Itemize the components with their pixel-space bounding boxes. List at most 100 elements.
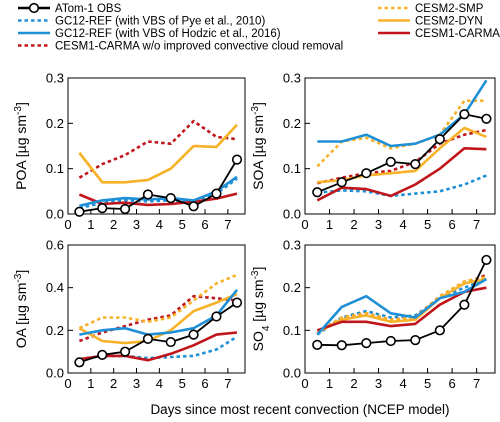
x-tick-label-oa: 6 xyxy=(201,376,208,391)
legend-label-carma_wo: CESM1-CARMA w/o improved convective clou… xyxy=(55,41,343,53)
x-tick-label-poa: 3 xyxy=(133,217,140,232)
data-point-obs-oa xyxy=(97,349,108,360)
data-point-obs-oa xyxy=(119,346,131,357)
panel-frame-poa xyxy=(67,77,246,215)
legend-label-obs: ATom-1 OBS xyxy=(55,3,122,15)
x-tick-label-oa: 0 xyxy=(64,376,71,391)
data-point-obs-poa xyxy=(97,203,108,214)
y-tick-label-soa: 0.3 xyxy=(283,71,301,86)
y-axis-label-so4: SO4 [µg sm-3] xyxy=(250,267,272,352)
series-line-cesm2_smp-so4 xyxy=(316,275,487,334)
x-tick-label-so4: 1 xyxy=(326,376,333,391)
data-point-obs-poa xyxy=(211,188,222,199)
legend-entry-gc_hodzic: GC12-REF (with VBS of Hodzic et al., 201… xyxy=(18,28,281,40)
series-line-gc_hodzic-so4 xyxy=(316,277,488,336)
y-tick-label-so4: 0.0 xyxy=(283,366,301,381)
x-tick-label-poa: 5 xyxy=(179,217,186,232)
x-axis-title: Days since most recent convection (NCEP … xyxy=(150,402,449,417)
series-line-cesm1_carma-poa xyxy=(78,192,238,207)
panel-poa: 0.0 0.1 0.2 0.3 0 1 2 3 4 5 6 7 POA [µg sm-3] xyxy=(13,71,246,232)
x-tick-label-oa: 1 xyxy=(87,376,94,391)
data-point-obs-so4 xyxy=(385,335,396,347)
data-point-obs-oa xyxy=(142,333,154,344)
series-line-cesm2_dyn-soa xyxy=(317,126,487,184)
y-axis-label-oa: OA [µg sm-3] xyxy=(13,270,30,348)
y-tick-label-oa: 0.4 xyxy=(46,280,64,295)
x-tick-label-poa: 7 xyxy=(224,217,231,232)
data-point-obs-oa xyxy=(165,336,176,348)
y-tick-label-poa: 0.0 xyxy=(46,207,64,222)
data-point-obs-soa xyxy=(312,187,323,198)
x-tick-label-so4: 4 xyxy=(399,376,406,391)
series-line-carma_wo-oa xyxy=(78,294,238,343)
data-point-obs-oa xyxy=(188,329,199,340)
data-point-obs-oa xyxy=(74,357,85,368)
x-tick-label-soa: 2 xyxy=(350,217,357,232)
series-line-cesm2_dyn-oa xyxy=(78,292,238,345)
data-point-obs-so4 xyxy=(481,254,492,266)
legend-marker-obs xyxy=(28,2,40,14)
x-tick-label-soa: 6 xyxy=(448,217,455,232)
series-line-gc_pye-poa xyxy=(79,177,238,210)
data-point-obs-soa xyxy=(481,113,492,124)
data-point-obs-soa xyxy=(336,177,347,188)
x-tick-label-soa: 5 xyxy=(424,217,431,232)
y-tick-label-so4: 0.3 xyxy=(283,238,301,253)
data-point-obs-poa xyxy=(119,203,131,215)
x-tick-label-oa: 7 xyxy=(224,376,231,391)
data-point-obs-so4 xyxy=(459,299,470,310)
y-tick-label-poa: 0.3 xyxy=(46,71,64,86)
panel-frame-so4 xyxy=(304,244,496,374)
data-point-obs-soa xyxy=(459,109,470,120)
data-point-obs-poa xyxy=(74,206,85,217)
x-tick-label-oa: 2 xyxy=(110,376,117,391)
legend-entry-carma_wo: CESM1-CARMA w/o improved convective clou… xyxy=(18,41,343,53)
panel-frame-soa xyxy=(304,77,496,215)
panel-soa: 0.0 0.1 0.2 0.3 0 1 2 3 4 5 6 7 SOA [µg sm-3] xyxy=(250,71,496,232)
x-tick-label-oa: 3 xyxy=(133,376,140,391)
legend-entry-cesm1_carma: CESM1-CARMA xyxy=(378,28,500,40)
y-tick-label-so4: 0.2 xyxy=(283,280,301,295)
legend-entry-gc_pye: GC12-REF (with VBS of Pye et al., 2010) xyxy=(18,16,265,28)
data-point-obs-so4 xyxy=(434,325,445,336)
data-point-obs-oa xyxy=(211,311,222,322)
data-point-obs-so4 xyxy=(361,338,372,349)
y-tick-label-soa: 0.1 xyxy=(283,161,301,176)
data-point-obs-soa xyxy=(361,168,372,179)
panel-oa: 0.0 0.2 0.4 0.6 0 1 2 3 4 5 6 7 OA [µg sm-3] xyxy=(13,238,246,391)
x-tick-label-soa: 3 xyxy=(375,217,382,232)
legend-label-gc_hodzic: GC12-REF (with VBS of Hodzic et al., 201… xyxy=(55,28,281,40)
series-line-cesm2_smp-oa xyxy=(78,273,238,330)
x-tick-label-so4: 5 xyxy=(424,376,431,391)
y-tick-label-oa: 0.6 xyxy=(46,238,64,253)
panel-so4: 0.0 0.1 0.2 0.3 0 1 2 3 4 5 6 7 SO4 [µg sm-3] xyxy=(250,238,496,391)
legend-entry-cesm2_dyn: CESM2-DYN xyxy=(378,16,483,28)
x-tick-label-poa: 6 xyxy=(201,217,208,232)
x-tick-label-so4: 2 xyxy=(350,376,357,391)
x-tick-label-poa: 1 xyxy=(87,217,94,232)
series-line-cesm1_carma-soa xyxy=(316,147,487,202)
data-point-obs-poa xyxy=(188,201,199,212)
series-line-cesm2_dyn-poa xyxy=(78,123,238,184)
y-axis-label-poa: POA [µg sm-3] xyxy=(13,102,30,190)
y-tick-label-oa: 0.2 xyxy=(46,323,64,338)
data-point-obs-poa xyxy=(142,189,154,200)
series-line-gc_hodzic-oa xyxy=(79,288,239,336)
x-tick-label-soa: 0 xyxy=(301,217,308,232)
series-line-cesm2_dyn-so4 xyxy=(316,277,487,334)
data-point-obs-so4 xyxy=(336,340,347,351)
data-point-obs-soa xyxy=(434,134,445,145)
x-tick-label-so4: 0 xyxy=(301,376,308,391)
x-tick-label-poa: 2 xyxy=(110,217,117,232)
x-tick-label-poa: 4 xyxy=(156,217,163,232)
x-tick-label-oa: 5 xyxy=(179,376,186,391)
y-tick-label-oa: 0.0 xyxy=(46,366,64,381)
data-point-obs-so4 xyxy=(410,335,421,346)
y-tick-label-soa: 0.2 xyxy=(283,116,301,131)
data-point-obs-oa xyxy=(231,297,243,308)
y-tick-label-poa: 0.2 xyxy=(46,116,64,131)
data-point-obs-poa xyxy=(165,193,176,204)
legend-label-cesm1_carma: CESM1-CARMA xyxy=(415,28,500,40)
